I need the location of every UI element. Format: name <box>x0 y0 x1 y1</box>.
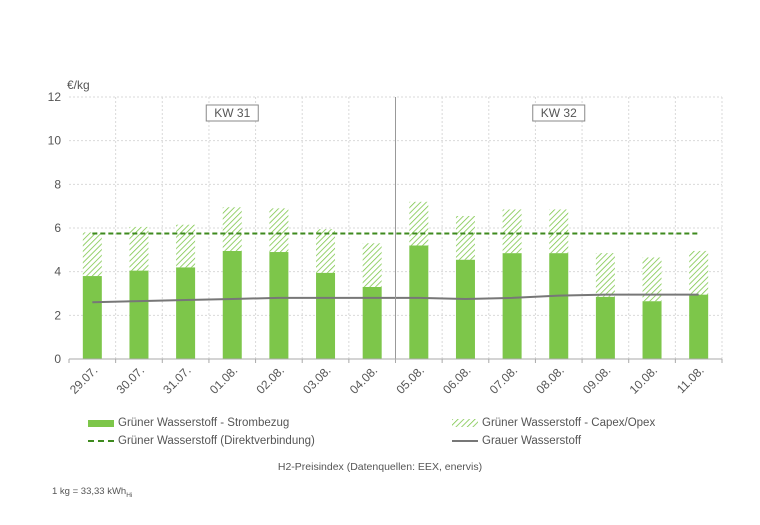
bar-capex-opex <box>362 243 382 287</box>
bar-strombezug <box>549 253 569 359</box>
x-tick-label: 11.08. <box>674 363 707 396</box>
y-tick-label: 8 <box>54 177 61 191</box>
legend-label: Grüner Wasserstoff - Strombezug <box>118 417 290 429</box>
legend-label: Grauer Wasserstoff <box>482 435 582 447</box>
legend-item-strombezug: Grüner Wasserstoff - Strombezug <box>88 417 289 429</box>
bar-capex-opex <box>595 253 615 297</box>
y-tick-label: 10 <box>48 134 62 148</box>
bar-strombezug <box>269 252 289 359</box>
legend-label: Grüner Wasserstoff (Direktverbindung) <box>118 435 315 447</box>
bar-strombezug <box>222 250 242 359</box>
bar-strombezug <box>129 270 149 359</box>
footnote: 1 kg = 33,33 kWhHi <box>52 486 132 499</box>
x-tick-label: 04.08. <box>347 363 380 396</box>
bar-strombezug <box>689 294 709 359</box>
legend-item-direktverbindung: Grüner Wasserstoff (Direktverbindung) <box>88 435 315 447</box>
bar-strombezug <box>82 276 102 359</box>
week-label-box: KW 31 <box>205 104 259 122</box>
bar-strombezug <box>362 286 382 359</box>
week-label: KW 31 <box>214 106 250 120</box>
bar-capex-opex <box>269 208 289 253</box>
x-tick-label: 01.08. <box>207 363 240 396</box>
bar-strombezug <box>455 259 475 359</box>
y-tick-label: 4 <box>54 265 61 279</box>
y-axis-label: €/kg <box>67 78 90 92</box>
x-tick-label: 02.08. <box>254 363 287 396</box>
bar-strombezug <box>642 301 662 359</box>
bar-capex-opex <box>82 232 102 277</box>
x-tick-label: 03.08. <box>300 363 333 396</box>
x-tick-label: 09.08. <box>580 363 613 396</box>
week-label-border <box>205 104 259 122</box>
legend-swatch-hatch <box>452 419 478 427</box>
chart-caption: H2-Preisindex (Datenquellen: EEX, enervi… <box>277 461 483 473</box>
axes <box>68 97 723 363</box>
y-tick-label: 0 <box>54 352 61 366</box>
footnote-text: 1 kg = 33,33 kWh <box>52 486 127 497</box>
bar-capex-opex <box>549 209 569 254</box>
bar-strombezug <box>502 253 522 359</box>
x-tick-label: 29.07. <box>67 363 100 396</box>
legend-swatch-dashed <box>88 440 114 442</box>
legend-item-capex-opex: Grüner Wasserstoff - Capex/Opex <box>452 417 655 429</box>
week-label-box: KW 32 <box>532 104 586 122</box>
bar-capex-opex <box>502 209 522 254</box>
bar-capex-opex <box>176 224 196 268</box>
bar-strombezug <box>409 245 429 359</box>
bars <box>82 201 709 359</box>
x-tick-label: 05.08. <box>393 363 426 396</box>
legend-item-grauer: Grauer Wasserstoff <box>452 435 581 447</box>
legend-swatch-line <box>452 440 478 442</box>
x-tick-label: 31.07. <box>160 363 193 396</box>
y-tick-label: 6 <box>54 221 61 235</box>
x-tick-label: 30.07. <box>114 363 147 396</box>
bar-capex-opex <box>409 201 429 246</box>
bar-capex-opex <box>689 250 709 295</box>
x-tick-label: 06.08. <box>440 363 473 396</box>
bar-strombezug <box>316 272 336 359</box>
week-label: KW 32 <box>541 106 577 120</box>
week-label-border <box>532 104 586 122</box>
bar-capex-opex <box>129 226 149 271</box>
footnote-subscript: Hi <box>126 491 133 499</box>
legend-label: Grüner Wasserstoff - Capex/Opex <box>482 417 656 429</box>
bar-strombezug <box>176 267 196 359</box>
x-tick-label: 07.08. <box>487 363 520 396</box>
legend-swatch-solid <box>88 419 114 427</box>
bar-capex-opex <box>222 207 242 251</box>
bar-strombezug <box>595 296 615 359</box>
y-tick-label: 12 <box>48 90 62 104</box>
bar-capex-opex <box>316 229 336 273</box>
y-tick-label: 2 <box>54 308 61 322</box>
x-tick-label: 10.08. <box>627 363 660 396</box>
bar-capex-opex <box>455 215 475 260</box>
bar-capex-opex <box>642 257 662 302</box>
x-tick-label: 08.08. <box>533 363 566 396</box>
